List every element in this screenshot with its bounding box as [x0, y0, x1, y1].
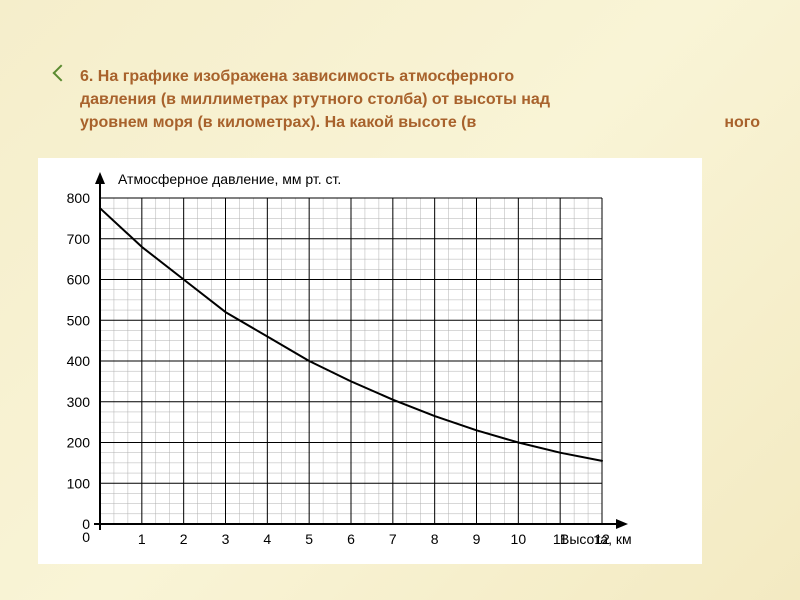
slide-background: 6. На графике изображена зависимость атм…: [0, 0, 800, 600]
svg-text:1: 1: [138, 531, 146, 547]
svg-text:4: 4: [263, 531, 271, 547]
question-line2: давления (в миллиметрах ртутного столба)…: [80, 91, 550, 108]
svg-text:600: 600: [67, 272, 91, 288]
chart-panel: 0100200300400500600700800012345678910111…: [38, 158, 702, 564]
svg-text:Высота, км: Высота, км: [560, 531, 632, 547]
svg-text:200: 200: [67, 435, 91, 451]
svg-text:0: 0: [82, 529, 90, 545]
svg-text:5: 5: [305, 531, 313, 547]
svg-text:2: 2: [180, 531, 188, 547]
svg-text:8: 8: [431, 531, 439, 547]
svg-text:Атмосферное давление, мм рт. с: Атмосферное давление, мм рт. ст.: [118, 171, 341, 187]
question-line1: На графике изображена зависимость атмосф…: [98, 68, 514, 85]
pressure-chart: 0100200300400500600700800012345678910111…: [38, 158, 702, 564]
bullet-marker: [53, 65, 70, 82]
svg-text:700: 700: [67, 231, 91, 247]
svg-text:10: 10: [511, 531, 527, 547]
svg-text:100: 100: [67, 475, 91, 491]
svg-text:9: 9: [473, 531, 481, 547]
question-trailing: ного: [724, 111, 760, 134]
svg-text:7: 7: [389, 531, 397, 547]
question-number: 6.: [80, 68, 93, 85]
svg-text:3: 3: [222, 531, 230, 547]
question-text: 6. На графике изображена зависимость атм…: [80, 65, 760, 135]
svg-text:6: 6: [347, 531, 355, 547]
svg-text:400: 400: [67, 353, 91, 369]
svg-text:800: 800: [67, 190, 91, 206]
svg-text:500: 500: [67, 312, 91, 328]
question-line3: уровнем моря (в километрах). На какой вы…: [80, 114, 476, 131]
svg-text:300: 300: [67, 394, 91, 410]
